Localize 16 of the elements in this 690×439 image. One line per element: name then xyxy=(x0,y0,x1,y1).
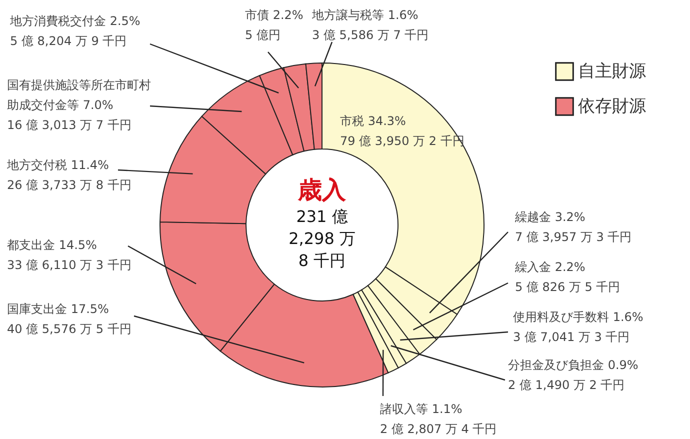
slice-label: 国庫支出金 17.5% 40 億 5,576 万 5 千円 xyxy=(7,302,132,336)
slice-label: 諸収入等 1.1% 2 億 2,807 万 4 千円 xyxy=(380,402,497,436)
slice-label: 市債 2.2% 5 億円 xyxy=(245,8,304,42)
slice-label: 使用料及び手数料 1.6% 3 億 7,041 万 3 千円 xyxy=(513,310,644,344)
slice-label: 国有提供施設等所在市町村助成交付金等 7.0% 16 億 3,013 万 7 千円 xyxy=(7,78,151,132)
slice-label: 地方譲与税等 1.6% 3 億 5,586 万 7 千円 xyxy=(311,8,429,42)
text: 依存財源 xyxy=(578,96,646,116)
slice-label: 都支出金 14.5% 33 億 6,110 万 3 千円 xyxy=(7,238,132,272)
slice-label: 繰越金 3.2% 7 億 3,957 万 3 千円 xyxy=(514,210,632,244)
slice-label: 分担金及び負担金 0.9% 2 億 1,490 万 2 千円 xyxy=(508,358,638,392)
slice-label: 繰入金 2.2% 5 億 826 万 5 千円 xyxy=(514,260,620,294)
slice-label: 地方交付税 11.4% 26 億 3,733 万 8 千円 xyxy=(6,158,132,192)
text: 自主財源 xyxy=(578,62,646,82)
text: 231 億 2,298 万 8 千円 xyxy=(288,207,356,270)
text: 歳入 xyxy=(297,176,347,204)
slice-label: 地方消費税交付金 2.5% 5 億 8,204 万 9 千円 xyxy=(9,14,140,48)
